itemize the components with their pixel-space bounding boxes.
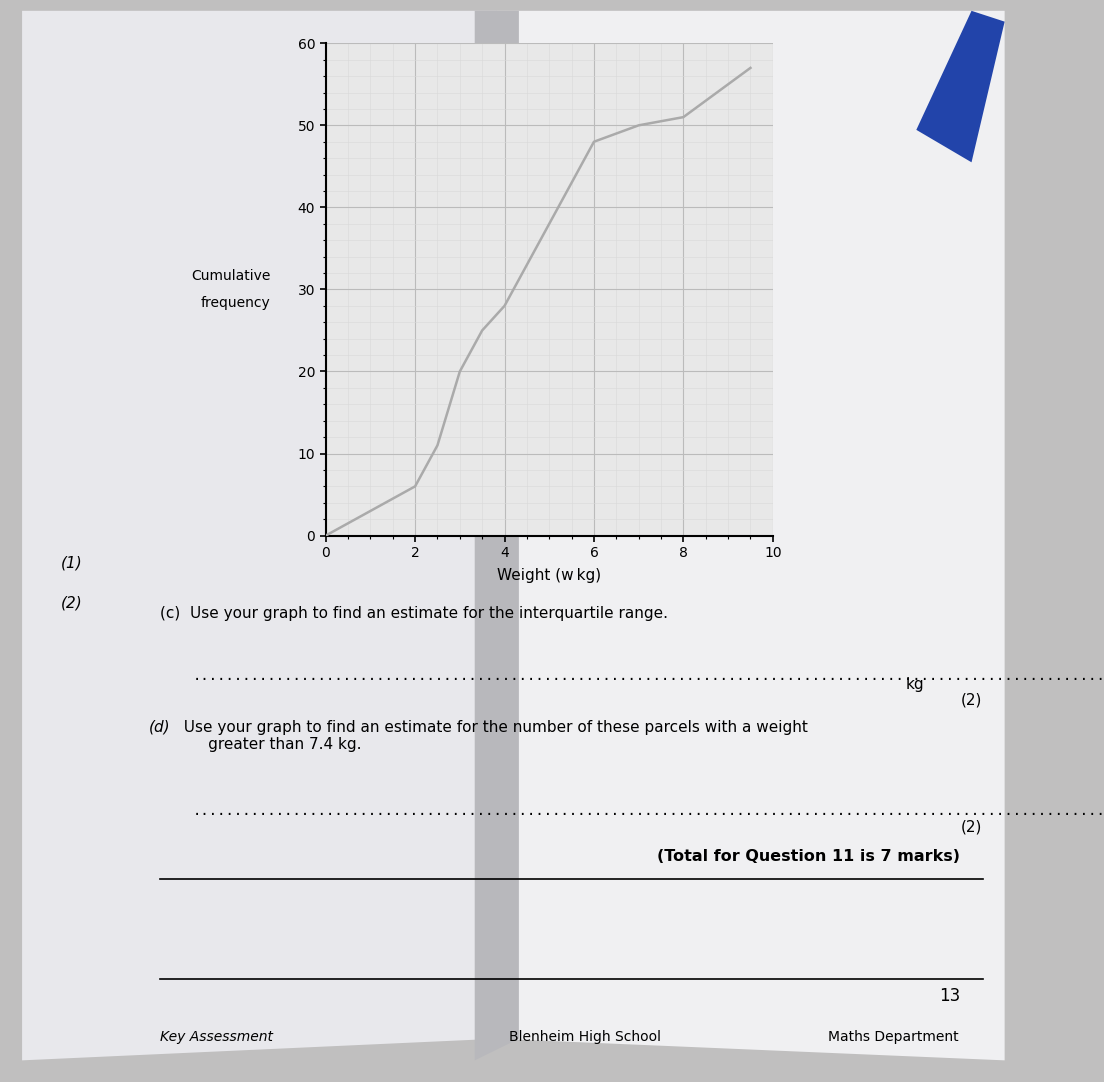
Text: kg: kg [905,677,924,692]
Text: (2): (2) [960,692,981,708]
Polygon shape [22,11,497,1060]
Text: (2): (2) [960,819,981,834]
Text: 13: 13 [940,987,960,1005]
Text: Use your graph to find an estimate for the number of these parcels with a weight: Use your graph to find an estimate for t… [174,720,808,752]
Text: Cumulative: Cumulative [191,269,270,282]
Text: Maths Department: Maths Department [828,1030,958,1044]
Text: ................................................................................: ........................................… [193,804,1104,818]
Text: ................................................................................: ........................................… [193,669,1104,683]
Text: (d): (d) [149,720,171,735]
Text: (c)  Use your graph to find an estimate for the interquartile range.: (c) Use your graph to find an estimate f… [160,606,668,621]
Text: (Total for Question 11 is 7 marks): (Total for Question 11 is 7 marks) [658,849,960,865]
Polygon shape [916,11,1005,162]
Text: (1): (1) [61,555,83,570]
Polygon shape [475,11,519,1060]
X-axis label: Weight (w kg): Weight (w kg) [497,568,602,583]
Text: Blenheim High School: Blenheim High School [509,1030,661,1044]
Text: (2): (2) [61,595,83,610]
Text: Key Assessment: Key Assessment [160,1030,273,1044]
Polygon shape [497,11,1005,1060]
Text: frequency: frequency [201,296,270,309]
